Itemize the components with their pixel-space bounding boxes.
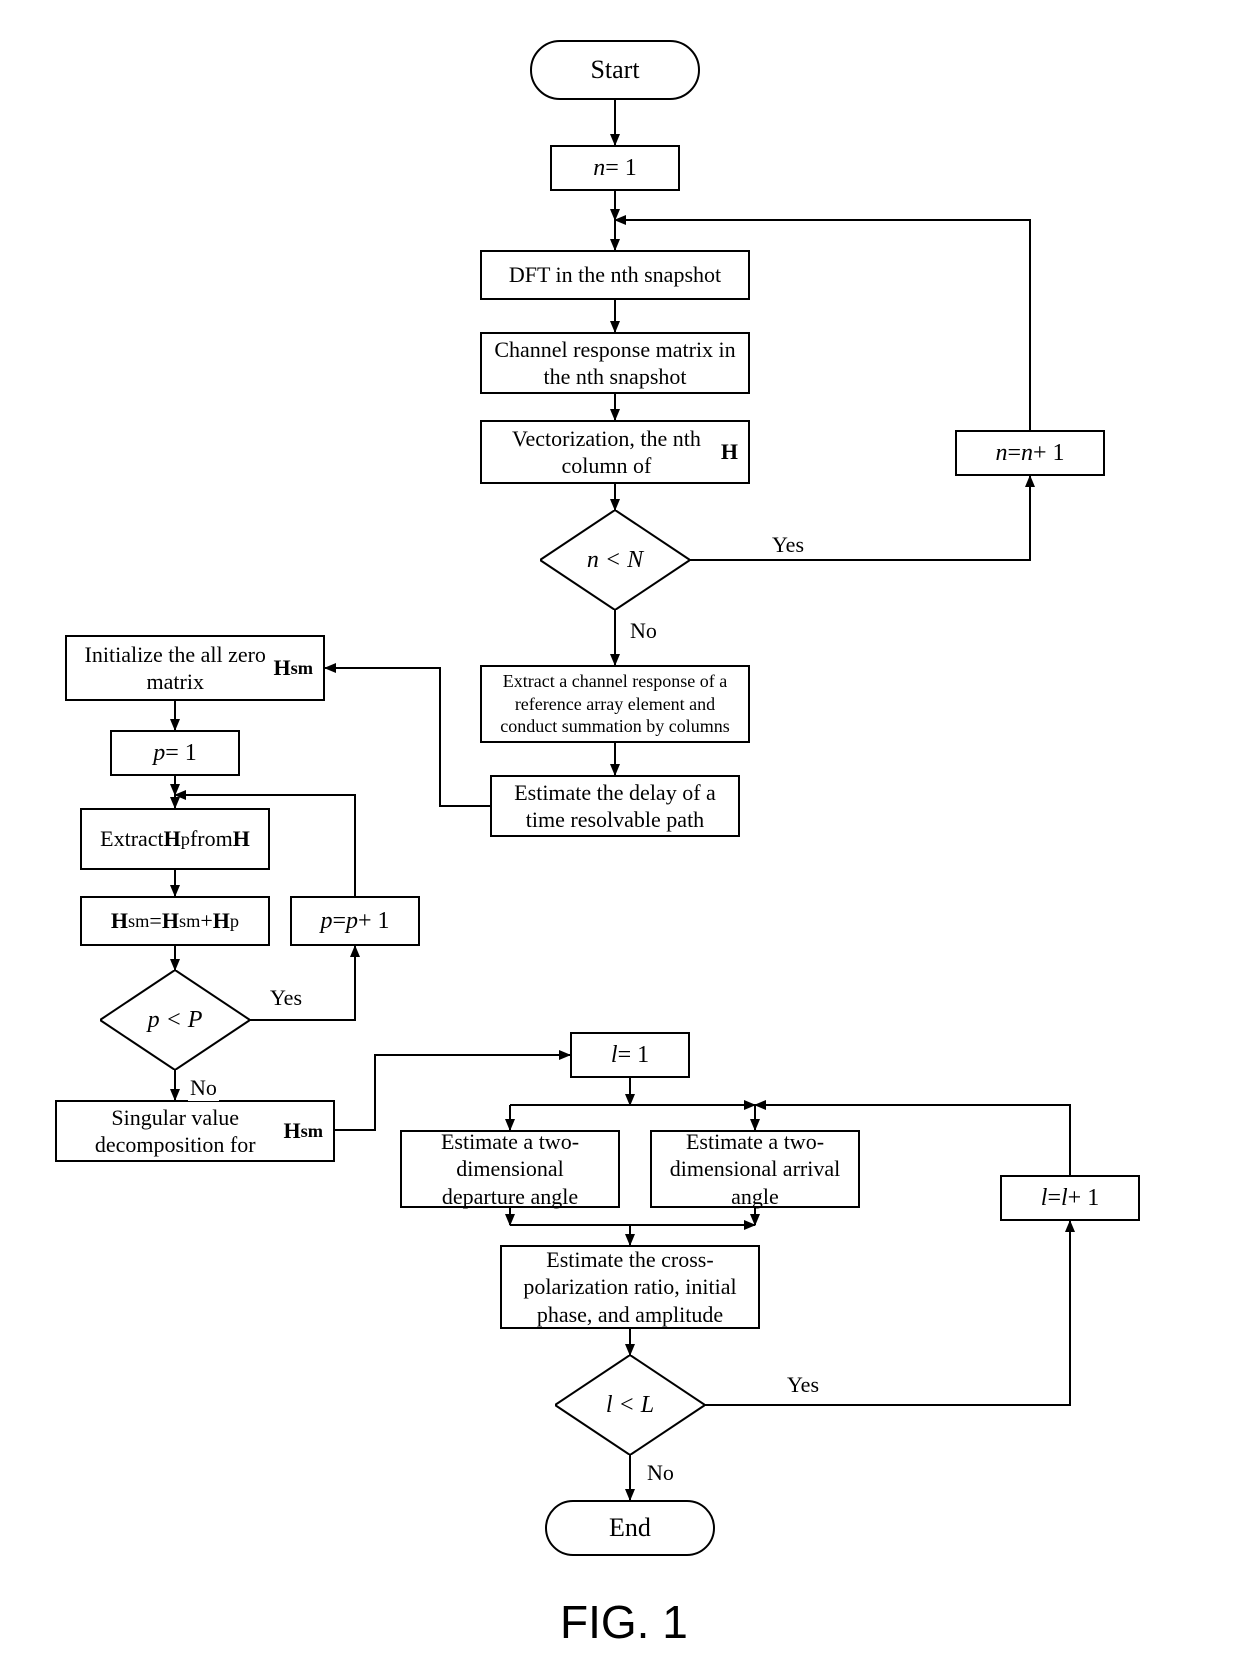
end-terminator: End	[545, 1500, 715, 1556]
l-lt-L-decision: l < L	[555, 1355, 705, 1455]
estimate-arrival: Estimate a two-dimensional arrival angle	[650, 1130, 860, 1208]
no-label-n: No	[628, 618, 659, 644]
yes-label-p: Yes	[268, 985, 304, 1011]
n-equals-1: n = 1	[550, 145, 680, 191]
l-equals-1: l = 1	[570, 1032, 690, 1078]
estimate-cross: Estimate the cross-polarization ratio, i…	[500, 1245, 760, 1329]
n-lt-N-decision: n < N	[540, 510, 690, 610]
l-increment: l = l + 1	[1000, 1175, 1140, 1221]
no-label-p: No	[188, 1075, 219, 1101]
estimate-delay: Estimate the delay of a time resolvable …	[490, 775, 740, 837]
svd-step: Singular value decomposition for Hsm	[55, 1100, 335, 1162]
n-increment: n = n + 1	[955, 430, 1105, 476]
yes-label-n: Yes	[770, 532, 806, 558]
estimate-departure: Estimate a two-dimensional departure ang…	[400, 1130, 620, 1208]
start-terminator: Start	[530, 40, 700, 100]
extract-Hp: Extract Hp from H	[80, 808, 270, 870]
p-equals-1: p = 1	[110, 730, 240, 776]
yes-label-l: Yes	[785, 1372, 821, 1398]
dft-step: DFT in the nth snapshot	[480, 250, 750, 300]
no-label-l: No	[645, 1460, 676, 1486]
vectorization-step: Vectorization, the nth column of H	[480, 420, 750, 484]
init-Hsm: Initialize the all zero matrix Hsm	[65, 635, 325, 701]
sum-Hp: Hsm=Hsm+Hp	[80, 896, 270, 946]
figure-caption: FIG. 1	[560, 1595, 688, 1649]
channel-response-step: Channel response matrix in the nth snaps…	[480, 332, 750, 394]
extract-reference: Extract a channel response of a referenc…	[480, 665, 750, 743]
p-increment: p = p + 1	[290, 896, 420, 946]
p-lt-P-decision: p < P	[100, 970, 250, 1070]
